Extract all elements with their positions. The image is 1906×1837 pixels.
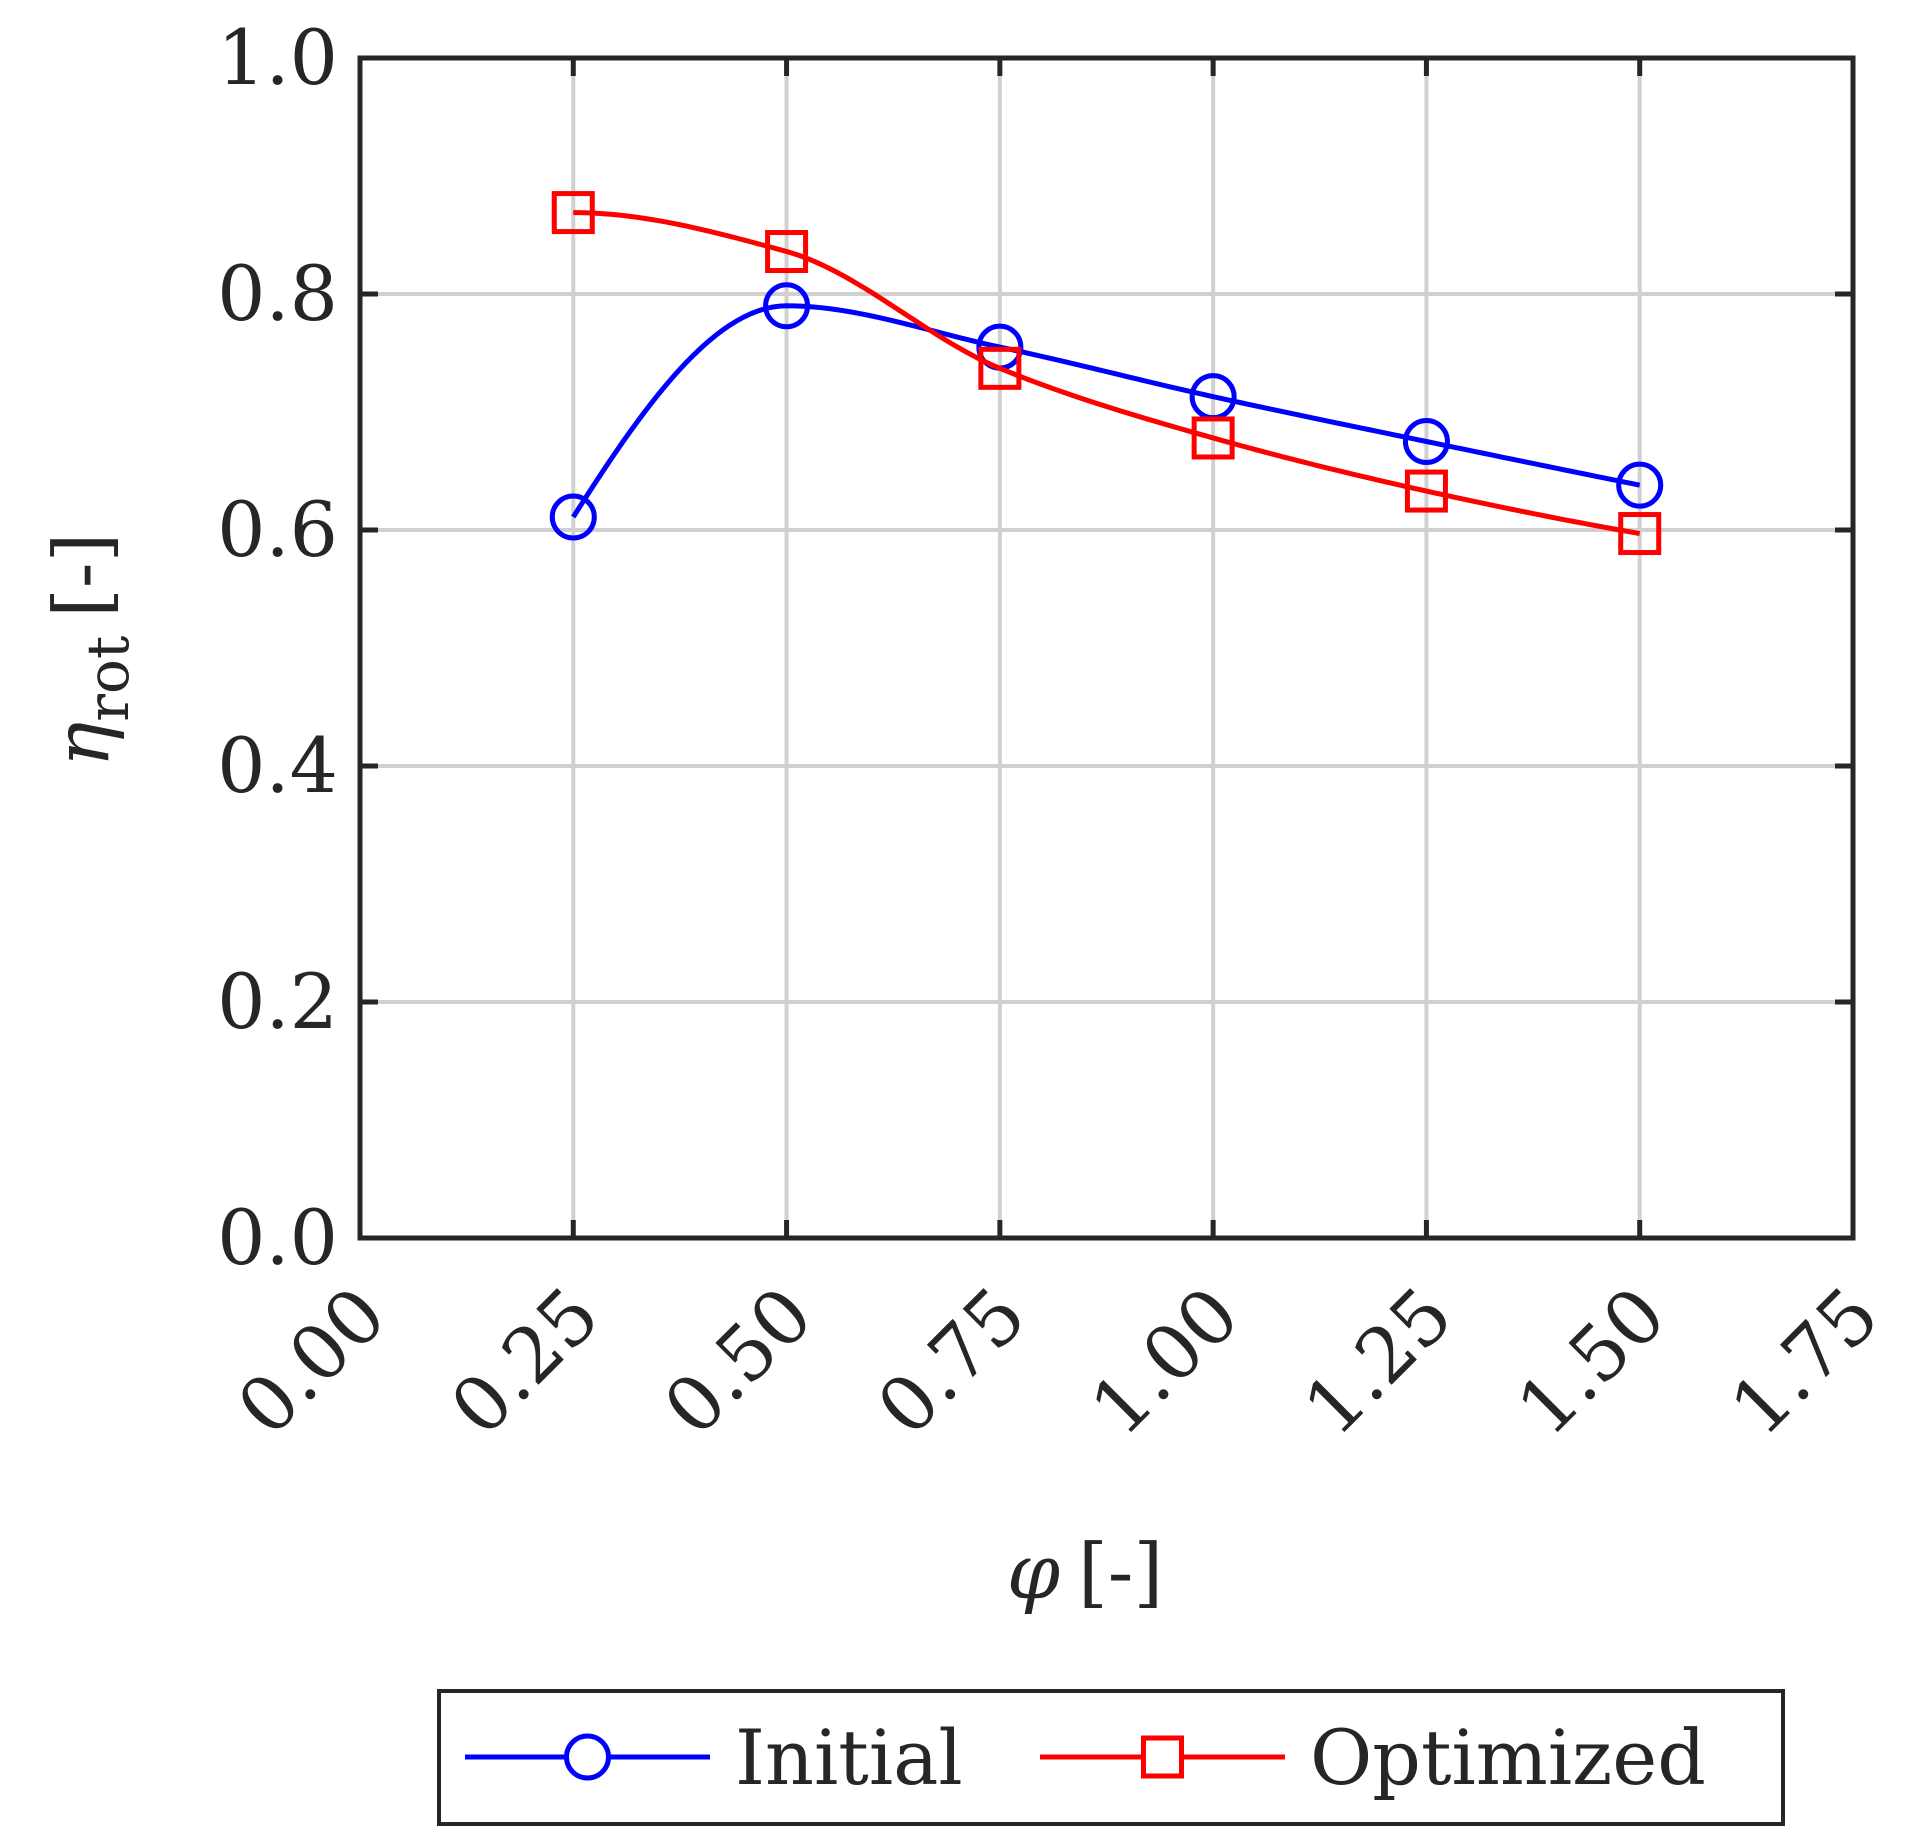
x-tick-label: 1.50	[1500, 1270, 1683, 1453]
x-tick-labels: 0.00 0.25 0.50 0.75 1.00 1.25 1.50 1.75	[220, 1270, 1896, 1453]
data-point-marker	[765, 230, 809, 274]
y-axis-subscript: rot	[74, 636, 142, 722]
x-axis-label: φ [-]	[1007, 1527, 1163, 1616]
x-tick-label: 1.25	[1287, 1270, 1470, 1453]
data-point-marker	[1191, 416, 1235, 460]
y-tick-labels: 0.0 0.2 0.4 0.6 0.8 1.0	[217, 13, 338, 1282]
y-axis-unit: [-]	[37, 533, 126, 618]
legend-marker	[564, 1733, 611, 1781]
x-axis-unit: [-]	[1078, 1527, 1163, 1616]
y-tick-label: 0.6	[217, 485, 338, 574]
x-tick-label: 0.25	[433, 1270, 616, 1453]
y-tick-label: 0.8	[217, 249, 338, 338]
legend: Initial Optimized	[437, 1689, 1785, 1826]
x-tick-label: 0.50	[647, 1270, 830, 1453]
data-point-marker	[1616, 461, 1664, 509]
legend-entry-optimized: Optimized	[1040, 1713, 1706, 1802]
x-tick-label: 1.00	[1073, 1270, 1256, 1453]
y-axis-symbol: η	[37, 722, 126, 768]
x-tick-label: 1.75	[1713, 1270, 1896, 1453]
series-line-optimized	[573, 210, 1641, 537]
data-point-marker	[763, 282, 811, 330]
y-tick-label: 0.2	[217, 957, 338, 1046]
y-tick-label: 0.0	[217, 1193, 338, 1282]
y-tick-label: 0.4	[217, 721, 338, 810]
x-axis-symbol: φ	[1007, 1527, 1060, 1616]
axis-ticks	[357, 55, 1856, 1241]
data-point-marker	[1404, 469, 1448, 513]
data-point-marker	[1618, 512, 1662, 556]
grid-lines	[358, 56, 1855, 1240]
series-line-initial	[571, 303, 1641, 519]
data-point-marker	[978, 346, 1022, 390]
plot-series	[549, 191, 1664, 556]
legend-entry-initial: Initial	[465, 1713, 963, 1802]
legend-items: Initial Optimized	[465, 1713, 1706, 1802]
x-tick-label: 0.00	[220, 1270, 403, 1453]
y-axis-label: ηrot [-]	[37, 533, 142, 767]
data-point-marker	[1402, 418, 1450, 465]
y-tick-label: 1.0	[217, 13, 338, 102]
legend-marker	[1141, 1735, 1184, 1779]
data-point-marker	[551, 191, 595, 235]
legend-label: Optimized	[1310, 1713, 1706, 1802]
x-tick-label: 0.75	[860, 1270, 1043, 1453]
plot-frame	[357, 55, 1856, 1241]
series-optimized	[551, 191, 1662, 556]
data-point-marker	[549, 493, 597, 541]
series-initial	[549, 282, 1664, 541]
legend-label: Initial	[735, 1713, 963, 1802]
